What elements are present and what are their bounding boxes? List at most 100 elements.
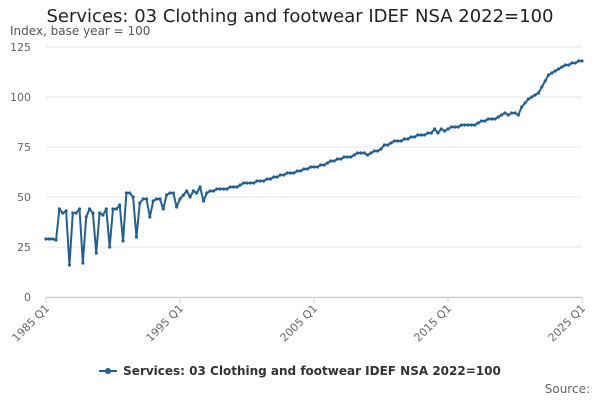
data-point[interactable] <box>201 199 206 203</box>
data-point[interactable] <box>329 159 333 163</box>
data-point[interactable] <box>168 191 172 195</box>
data-point[interactable] <box>556 67 561 71</box>
data-point[interactable] <box>138 201 142 205</box>
data-point[interactable] <box>225 187 229 191</box>
data-point[interactable] <box>228 185 232 189</box>
data-point[interactable] <box>218 187 222 191</box>
data-point[interactable] <box>469 123 474 127</box>
data-point[interactable] <box>352 153 356 157</box>
data-point[interactable] <box>402 137 407 141</box>
data-point[interactable] <box>248 181 252 185</box>
data-point[interactable] <box>205 191 209 195</box>
data-point[interactable] <box>275 175 279 179</box>
data-point[interactable] <box>449 125 453 129</box>
data-point[interactable] <box>446 127 450 131</box>
data-point[interactable] <box>412 135 417 139</box>
data-point[interactable] <box>339 157 343 161</box>
data-point[interactable] <box>154 197 159 201</box>
data-point[interactable] <box>419 133 423 137</box>
data-point[interactable] <box>262 179 266 183</box>
data-point[interactable] <box>242 181 246 185</box>
source-credits[interactable]: Source: <box>544 382 590 396</box>
data-point[interactable] <box>64 209 68 213</box>
data-point[interactable] <box>543 79 547 83</box>
data-point[interactable] <box>215 187 219 191</box>
data-point[interactable] <box>252 181 256 185</box>
data-point[interactable] <box>570 61 574 65</box>
data-point[interactable] <box>114 207 118 211</box>
data-point[interactable] <box>396 139 400 143</box>
data-point[interactable] <box>94 251 98 255</box>
data-point[interactable] <box>151 199 155 203</box>
data-point[interactable] <box>309 165 313 169</box>
data-point[interactable] <box>567 63 571 67</box>
data-point[interactable] <box>208 189 212 193</box>
data-point[interactable] <box>540 85 544 89</box>
data-point[interactable] <box>198 185 202 189</box>
data-point[interactable] <box>422 133 427 137</box>
data-point[interactable] <box>272 175 276 179</box>
data-point[interactable] <box>335 157 340 161</box>
data-point[interactable] <box>295 169 299 173</box>
data-point[interactable] <box>51 237 55 241</box>
data-point[interactable] <box>71 211 75 215</box>
data-point[interactable] <box>523 101 527 105</box>
data-point[interactable] <box>429 131 433 135</box>
data-point[interactable] <box>443 129 447 133</box>
data-point[interactable] <box>503 111 507 115</box>
data-point[interactable] <box>158 197 162 201</box>
data-point[interactable] <box>195 191 199 195</box>
data-point[interactable] <box>379 147 383 151</box>
data-point[interactable] <box>57 207 62 211</box>
data-point[interactable] <box>245 181 249 185</box>
data-point[interactable] <box>342 155 346 159</box>
data-point[interactable] <box>486 117 490 121</box>
data-point[interactable] <box>211 189 216 193</box>
data-point[interactable] <box>526 97 531 101</box>
data-point[interactable] <box>81 261 85 265</box>
data-point[interactable] <box>54 238 58 242</box>
data-point[interactable] <box>392 139 396 143</box>
data-point[interactable] <box>108 245 112 249</box>
data-point[interactable] <box>386 143 390 147</box>
data-point[interactable] <box>349 155 353 159</box>
data-point[interactable] <box>533 93 537 97</box>
data-point[interactable] <box>376 149 380 153</box>
data-point[interactable] <box>305 167 309 171</box>
data-point[interactable] <box>369 151 373 155</box>
data-point[interactable] <box>278 173 283 177</box>
data-point[interactable] <box>104 207 108 211</box>
data-point[interactable] <box>409 135 413 139</box>
data-point[interactable] <box>463 123 467 127</box>
data-point[interactable] <box>580 59 584 63</box>
data-point[interactable] <box>288 171 293 175</box>
data-point[interactable] <box>292 171 296 175</box>
data-point[interactable] <box>479 119 484 123</box>
data-point[interactable] <box>426 131 430 135</box>
data-point[interactable] <box>560 65 564 69</box>
data-point[interactable] <box>148 215 152 219</box>
data-point[interactable] <box>345 155 350 159</box>
data-point[interactable] <box>178 197 182 201</box>
data-point[interactable] <box>161 207 165 211</box>
data-point[interactable] <box>332 159 336 163</box>
data-point[interactable] <box>221 187 226 191</box>
data-point[interactable] <box>399 139 403 143</box>
data-point[interactable] <box>282 173 286 177</box>
data-point[interactable] <box>44 237 48 241</box>
data-point[interactable] <box>322 163 326 167</box>
data-point[interactable] <box>232 185 236 189</box>
data-point[interactable] <box>188 195 192 199</box>
data-point[interactable] <box>406 137 410 141</box>
data-point[interactable] <box>359 151 363 155</box>
data-point[interactable] <box>325 161 329 165</box>
data-point[interactable] <box>483 119 487 123</box>
data-point[interactable] <box>255 179 259 183</box>
data-point[interactable] <box>493 117 497 121</box>
data-point[interactable] <box>436 131 440 135</box>
data-point[interactable] <box>473 123 477 127</box>
data-point[interactable] <box>118 203 122 207</box>
data-point[interactable] <box>124 191 128 195</box>
data-point[interactable] <box>366 153 370 157</box>
data-point[interactable] <box>312 165 316 169</box>
